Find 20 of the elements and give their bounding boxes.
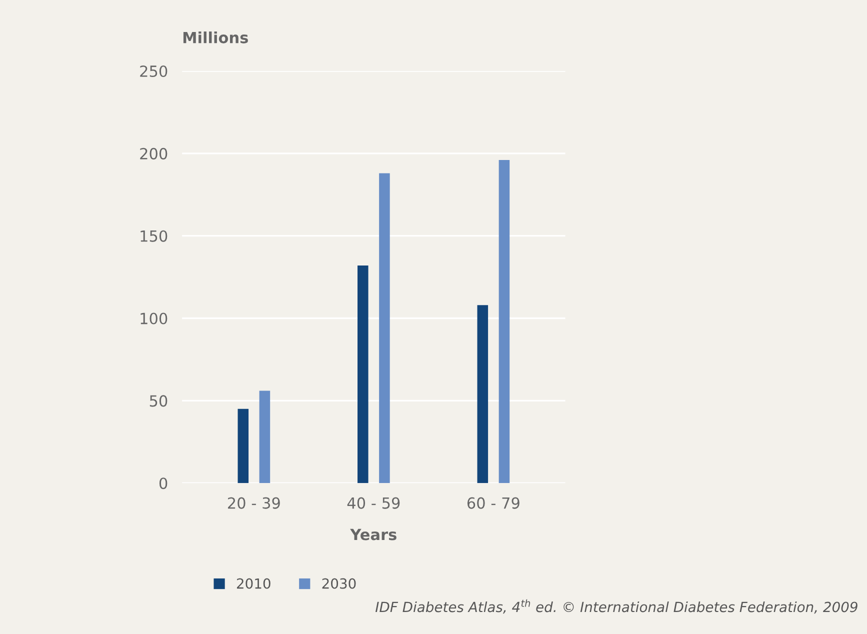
bar: [498, 160, 510, 484]
x-axis-title: Years: [350, 528, 396, 540]
y-tick-label: 250: [140, 65, 168, 78]
x-tick-label: 40 - 59: [347, 497, 400, 509]
y-tick-label: 0: [159, 478, 168, 490]
legend-label: 2010: [236, 578, 270, 589]
text: IDF Diabetes Atlas, 4$^{th}$ ed. © International Diabetes Federation, 2009: [376, 599, 858, 614]
bar: [238, 408, 249, 484]
y-tick-label: 50: [150, 395, 168, 407]
bar: [477, 305, 488, 484]
y-axis-title: Millions: [183, 31, 248, 44]
y-tick-label: 200: [140, 148, 168, 160]
x-tick-label: 20 - 39: [228, 497, 280, 509]
bar: [379, 173, 390, 484]
bar: [358, 266, 368, 484]
y-tick-label: 100: [140, 312, 168, 324]
y-tick-label: 150: [140, 230, 168, 242]
x-tick-label: 60 - 79: [467, 497, 520, 509]
bar: [259, 390, 270, 484]
legend-label: 2030: [322, 578, 356, 589]
